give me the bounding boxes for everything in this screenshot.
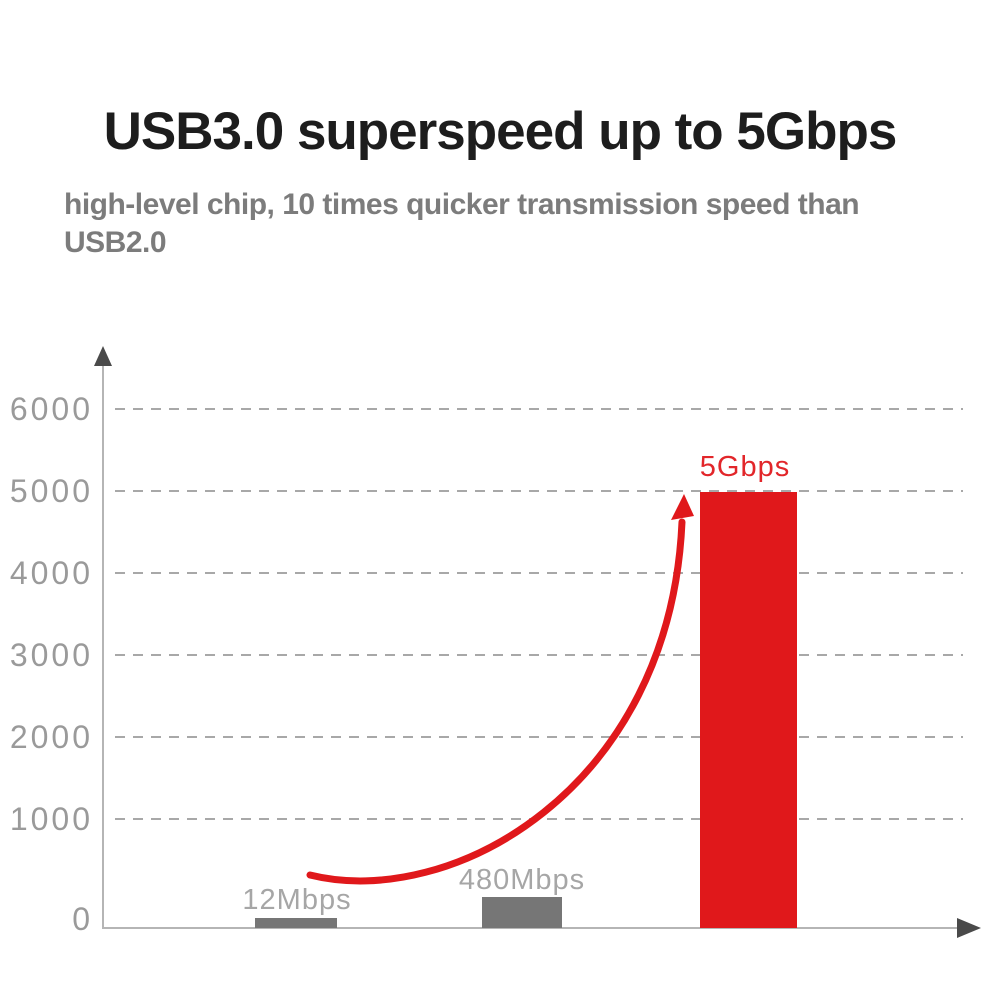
- bar-label-12mbps: 12Mbps: [242, 884, 352, 916]
- ytick-3000: 3000: [9, 637, 93, 673]
- subtitle-line-1: high-level chip, 10 times quicker transm…: [64, 188, 860, 221]
- ytick-2000: 2000: [9, 719, 93, 755]
- bar-label-5gbps: 5Gbps: [699, 451, 791, 483]
- page-title: USB3.0 superspeed up to 5Gbps: [103, 102, 898, 161]
- bars: [255, 492, 797, 928]
- x-axis-arrow-icon: [957, 918, 981, 938]
- ytick-0: 0: [72, 901, 93, 937]
- bar-12mbps: [255, 918, 337, 928]
- bar-5gbps: [700, 492, 797, 928]
- growth-arrow: [306, 494, 694, 885]
- growth-arrowhead-icon: [671, 494, 694, 520]
- ytick-6000: 6000: [9, 391, 93, 427]
- ytick-4000: 4000: [9, 555, 93, 591]
- growth-curve: [306, 518, 686, 885]
- ytick-1000: 1000: [9, 801, 93, 837]
- subtitle-line-2: USB2.0: [64, 226, 167, 259]
- bar-480mbps: [482, 897, 562, 928]
- y-axis: [94, 346, 112, 929]
- ytick-5000: 5000: [9, 473, 93, 509]
- y-axis-arrow-icon: [94, 346, 112, 366]
- subtitle: high-level chip, 10 times quicker transm…: [64, 186, 954, 262]
- bar-label-480mbps: 480Mbps: [458, 864, 586, 896]
